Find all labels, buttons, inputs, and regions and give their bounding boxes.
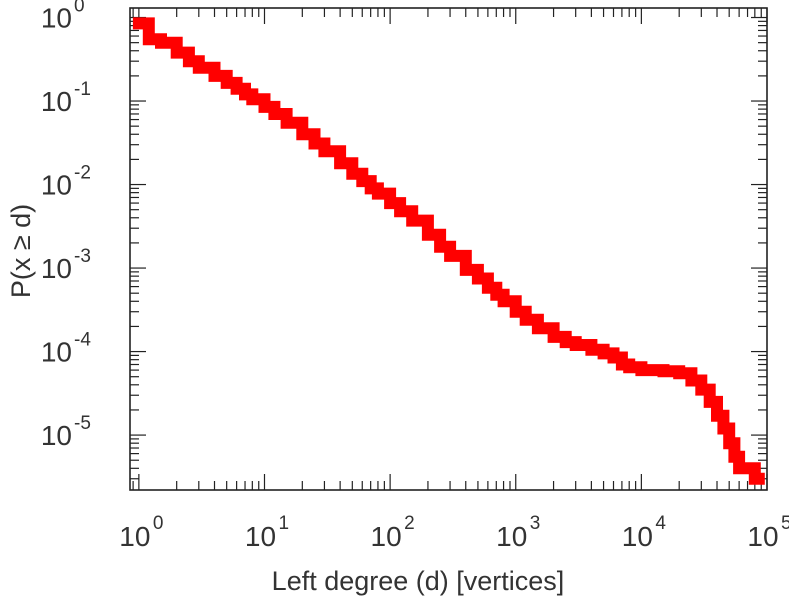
y-tick-base: 10 (41, 3, 72, 34)
x-tick-label: 10 3 (496, 513, 540, 552)
y-tick-base: 10 (41, 337, 72, 368)
y-tick-exponent: -1 (74, 79, 91, 100)
y-tick-exponent: 0 (74, 0, 85, 17)
x-tick-exponent: 5 (781, 513, 789, 534)
x-tick-labels: 10 0 10 1 10 2 10 3 10 4 10 5 (119, 513, 789, 552)
x-tick-base: 10 (119, 521, 150, 552)
x-tick-base: 10 (622, 521, 653, 552)
x-tick-base: 10 (496, 521, 527, 552)
x-tick-exponent: 1 (278, 513, 289, 534)
y-tick-label: 10 -2 (41, 163, 91, 201)
y-tick-base: 10 (41, 170, 72, 201)
x-tick-label: 10 0 (119, 513, 163, 552)
x-tick-exponent: 4 (655, 513, 666, 534)
x-tick-label: 10 4 (622, 513, 667, 552)
y-tick-label: 10 -5 (41, 413, 91, 451)
x-tick-exponent: 3 (530, 513, 541, 534)
y-tick-label: 10 -1 (41, 79, 91, 117)
y-tick-base: 10 (41, 420, 72, 451)
y-tick-label: 10 -3 (41, 246, 91, 284)
y-tick-exponent: -5 (74, 413, 91, 434)
x-axis-title: Left degree (d) [vertices] (272, 566, 565, 596)
x-tick-exponent: 0 (153, 513, 164, 534)
series-0-line (132, 17, 765, 485)
y-axis-title: P(x ≥ d) (6, 204, 36, 298)
y-tick-exponent: -2 (74, 163, 91, 184)
x-tick-base: 10 (747, 521, 778, 552)
y-tick-label: 10 0 (41, 0, 85, 34)
x-tick-base: 10 (371, 521, 402, 552)
y-tick-label: 10 -4 (41, 330, 91, 368)
y-tick-exponent: -3 (74, 246, 91, 267)
x-tick-exponent: 2 (404, 513, 415, 534)
x-tick-label: 10 5 (747, 513, 789, 552)
x-tick-label: 10 1 (245, 513, 289, 552)
series-line (132, 17, 765, 485)
y-tick-exponent: -4 (74, 330, 91, 351)
x-tick-base: 10 (245, 521, 276, 552)
y-tick-base: 10 (41, 86, 72, 117)
plot-frame (129, 7, 768, 491)
x-tick-label: 10 2 (371, 513, 415, 552)
y-tick-base: 10 (41, 253, 72, 284)
axis-ticks (130, 8, 768, 490)
